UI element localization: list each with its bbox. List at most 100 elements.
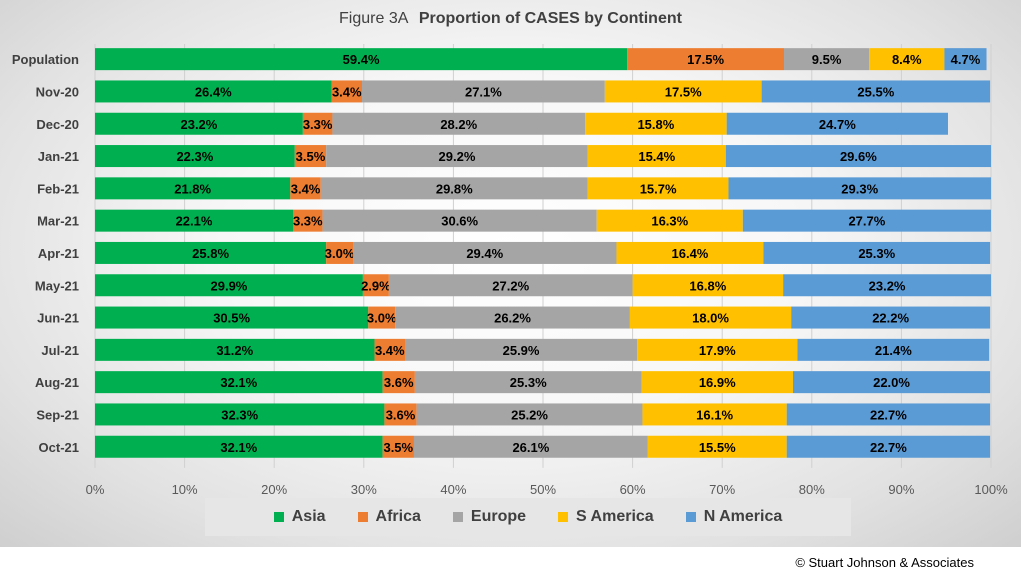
data-label: 32.1% (220, 375, 257, 390)
bar-segment (604, 80, 762, 103)
bar-segment (627, 48, 785, 71)
data-label: 3.3% (303, 117, 333, 132)
bar-segment (290, 177, 321, 200)
data-label: 4.7% (951, 52, 981, 67)
data-label: 16.4% (672, 246, 709, 261)
bar-segment (294, 145, 327, 168)
x-tick-label: 70% (709, 482, 735, 497)
bar-segment (293, 209, 323, 232)
bar-segment (587, 145, 726, 168)
x-tick-label: 40% (440, 482, 466, 497)
legend-swatch (452, 512, 463, 522)
chart-title-text: Proportion of CASES by Continent (418, 10, 682, 27)
bar-segment (791, 306, 991, 329)
x-tick-label: 20% (261, 482, 287, 497)
y-category-label: Jan-21 (38, 149, 79, 164)
data-label: 23.2% (180, 117, 217, 132)
legend-label: N America (703, 508, 783, 525)
x-tick-label: 90% (888, 482, 914, 497)
y-category-label: Jun-21 (37, 311, 79, 326)
data-label: 15.7% (640, 181, 677, 196)
legend-swatch (273, 512, 284, 522)
y-category-label: Sep-21 (36, 407, 79, 422)
data-label: 29.9% (211, 278, 248, 293)
data-label: 3.3% (293, 214, 323, 229)
bar-segment (322, 209, 597, 232)
data-label: 25.9% (503, 343, 540, 358)
figure-number: Figure 3A (339, 10, 409, 27)
data-label: 3.4% (291, 181, 321, 196)
legend-swatch (357, 512, 368, 522)
x-tick-label: 30% (351, 482, 377, 497)
data-label: 59.4% (343, 52, 380, 67)
bar-segment (642, 403, 787, 426)
data-label: 22.2% (872, 311, 909, 326)
legend: Asia Africa Europe S America N America (205, 498, 851, 536)
bar-segment (332, 112, 586, 135)
bar-segment (761, 80, 991, 103)
data-label: 27.1% (465, 84, 502, 99)
y-category-label: May-21 (35, 278, 79, 293)
data-label: 8.4% (892, 52, 922, 67)
y-category-label: Feb-21 (37, 181, 79, 196)
data-label: 18.0% (692, 311, 729, 326)
data-label: 25.2% (511, 407, 548, 422)
data-label: 22.7% (870, 440, 907, 455)
bar-segment (742, 209, 991, 232)
legend-item: S America (558, 508, 654, 526)
bar-segment (647, 435, 787, 458)
legend-item: Africa (357, 508, 421, 526)
bar-segment (405, 338, 638, 361)
data-label: 32.3% (221, 407, 258, 422)
x-tick-label: 80% (799, 482, 825, 497)
data-label: 15.4% (638, 149, 675, 164)
bar-segment (786, 435, 991, 458)
data-label: 3.4% (332, 84, 362, 99)
bar-segment (382, 371, 415, 394)
data-label: 22.1% (176, 214, 213, 229)
bar-segment (384, 403, 417, 426)
data-label: 30.5% (213, 311, 250, 326)
bar-segment (95, 241, 327, 264)
data-label: 29.3% (841, 181, 878, 196)
bar-segment (869, 48, 945, 71)
bar-segment (95, 306, 369, 329)
bar-segment (786, 403, 991, 426)
bar-segment (382, 435, 414, 458)
data-label: 21.8% (174, 181, 211, 196)
x-tick-label: 0% (86, 482, 105, 497)
data-label: 9.5% (812, 52, 842, 67)
bar-segment (413, 435, 648, 458)
bar-segment (320, 177, 588, 200)
bar-segment (95, 371, 383, 394)
data-label: 22.7% (870, 407, 907, 422)
data-label: 25.5% (857, 84, 894, 99)
legend-label: Europe (470, 508, 527, 525)
data-label: 25.3% (858, 246, 895, 261)
data-label: 3.5% (296, 149, 326, 164)
legend-item: N America (685, 508, 783, 526)
data-label: 3.5% (383, 440, 413, 455)
data-label: 29.2% (439, 149, 476, 164)
bar-segment (368, 306, 396, 329)
bar-segment (726, 112, 948, 135)
data-label: 15.5% (699, 440, 736, 455)
y-category-label: Apr-21 (38, 246, 79, 261)
bar-segment (95, 209, 294, 232)
data-label: 17.5% (665, 84, 702, 99)
bar-segment (587, 177, 729, 200)
y-category-label: Aug-21 (35, 375, 79, 390)
bar-segment (362, 80, 605, 103)
bar-segment (302, 112, 333, 135)
bar-segment (95, 80, 332, 103)
bar-segment (784, 48, 870, 71)
bar-segment (792, 371, 991, 394)
x-tick-label: 100% (974, 482, 1008, 497)
data-label: 31.2% (216, 343, 253, 358)
data-label: 15.8% (637, 117, 674, 132)
data-label: 28.2% (440, 117, 477, 132)
bar-segment (95, 145, 295, 168)
legend-item: Asia (273, 508, 326, 526)
bar-segment (414, 371, 642, 394)
data-label: 16.3% (651, 214, 688, 229)
